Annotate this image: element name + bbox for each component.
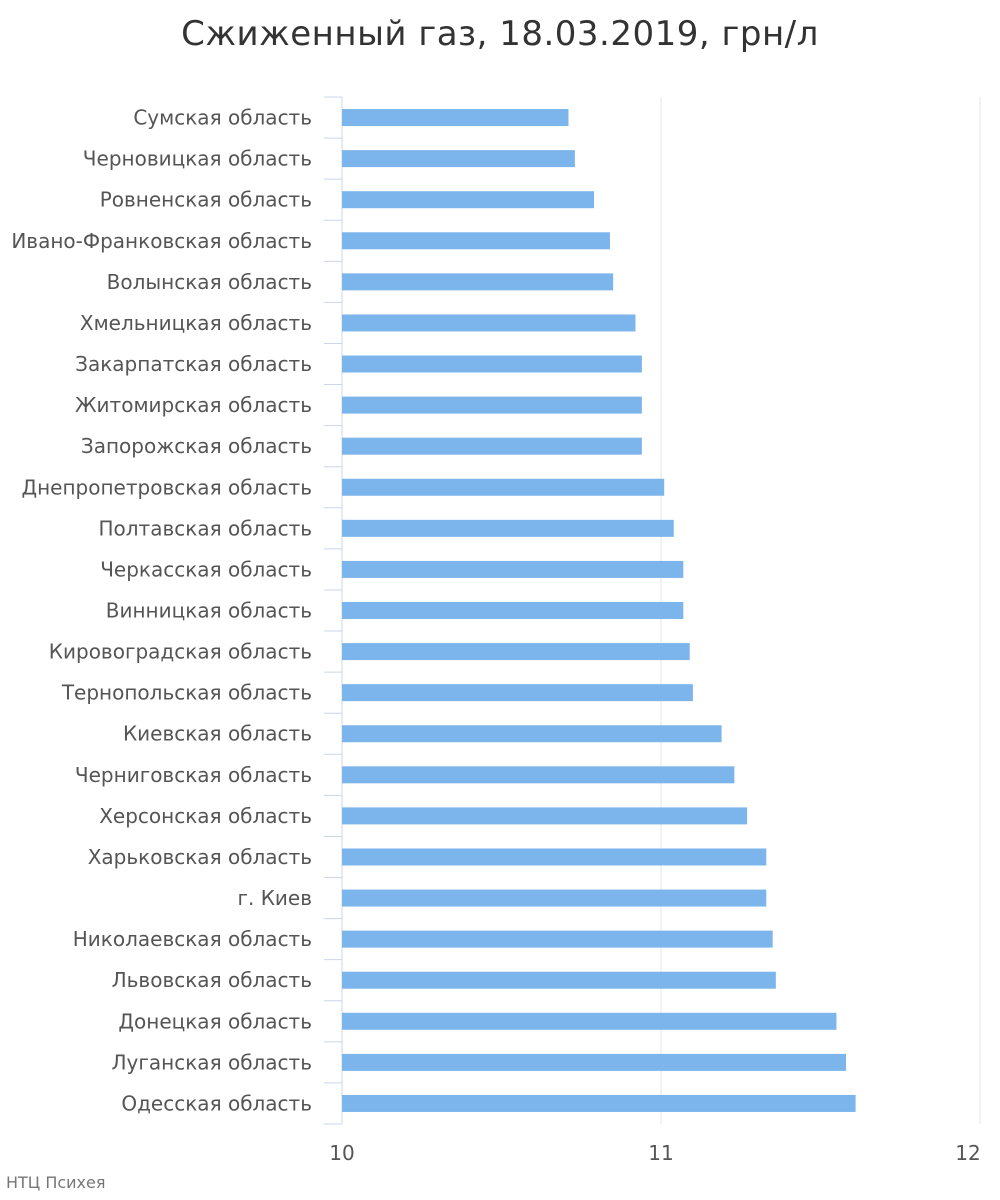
category-label: Сумская область [133, 106, 312, 130]
bar [342, 109, 569, 127]
chart-title: Сжиженный газ, 18.03.2019, грн/л [181, 14, 819, 54]
x-tick-labels: 10 11 12 [329, 1141, 980, 1165]
bar [342, 766, 735, 784]
bar [342, 643, 690, 661]
category-label: Кировоградская область [49, 640, 312, 664]
category-label: г. Киев [237, 886, 312, 910]
category-label: Житомирская область [75, 393, 312, 417]
bar [342, 519, 674, 537]
category-label: Николаевская область [73, 927, 312, 951]
bar [342, 437, 642, 455]
credit-text: НТЦ Психея [6, 1173, 106, 1192]
category-label: Донецкая область [118, 1009, 312, 1033]
bar [342, 396, 642, 414]
bar [342, 725, 722, 743]
x-tick-label: 10 [329, 1141, 354, 1165]
category-label: Харьковская область [88, 845, 312, 869]
bar [342, 150, 575, 168]
category-label: Закарпатская область [75, 352, 312, 376]
bar [342, 232, 610, 250]
bar [342, 1053, 847, 1071]
bars [342, 109, 856, 1112]
category-label: Ивано-Франковская область [11, 229, 312, 253]
bar [342, 971, 776, 989]
category-label: Винницкая область [106, 599, 312, 623]
bar [342, 191, 595, 209]
category-label: Киевская область [123, 722, 312, 746]
category-label: Волынская область [107, 270, 312, 294]
category-label: Хмельницкая область [80, 311, 312, 335]
grid-lines [660, 97, 981, 1124]
bar [342, 560, 684, 578]
bar [342, 355, 642, 373]
bar [342, 684, 693, 702]
bar [342, 314, 636, 332]
category-label: Ровненская область [100, 188, 312, 212]
x-tick-label: 12 [955, 1141, 980, 1165]
bar [342, 1012, 837, 1030]
category-label: Луганская область [112, 1050, 312, 1074]
bar [342, 889, 767, 907]
category-label: Тернопольская область [61, 681, 312, 705]
category-label: Полтавская область [98, 516, 312, 540]
category-label: Одесская область [121, 1091, 312, 1115]
category-label: Херсонская область [99, 804, 312, 828]
bar [342, 1094, 856, 1112]
bar [342, 273, 614, 291]
bar [342, 930, 773, 948]
category-label: Львовская область [112, 968, 312, 992]
bar [342, 807, 748, 825]
category-label: Черкасская область [100, 557, 312, 581]
x-tick-label: 11 [648, 1141, 673, 1165]
bar [342, 478, 665, 496]
category-labels: Сумская область Черновицкая область Ровнен… [11, 106, 312, 1116]
bar [342, 848, 767, 866]
category-label: Черновицкая область [83, 147, 312, 171]
y-axis [324, 96, 343, 1125]
bar [342, 602, 684, 619]
category-label: Днепропетровская область [21, 475, 312, 499]
category-label: Черниговская область [75, 763, 312, 787]
category-label: Запорожская область [81, 434, 312, 458]
